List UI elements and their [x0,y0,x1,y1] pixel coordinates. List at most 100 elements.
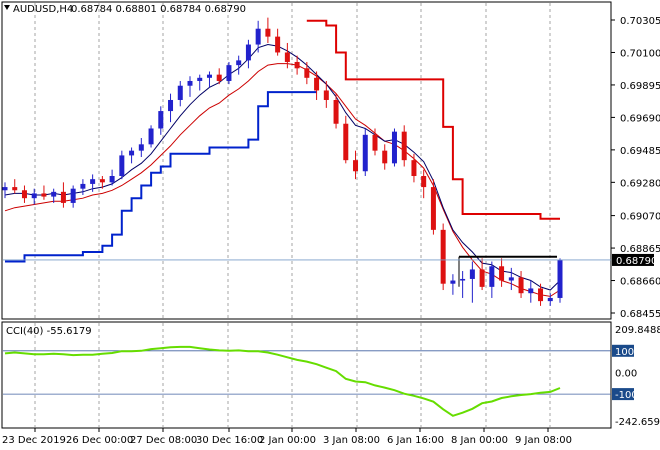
candle-bearish [41,193,47,197]
price-tick-label: 0.69485 [620,146,660,157]
price-tick-label: 0.69280 [620,178,660,189]
candlesticks[interactable] [2,17,563,306]
candle-bearish [323,90,329,100]
header: AUDUSD,H4 0.68784 0.68801 0.68784 0.6879… [4,4,246,15]
candle-bullish [226,65,232,81]
candle-bearish [284,52,290,62]
candle-bullish [138,144,144,151]
time-tick-label: 6 Jan 16:00 [387,435,444,446]
price-tick-label: 0.68865 [620,244,660,255]
price-tick-label: 0.70100 [620,48,660,59]
candle-bearish [382,150,388,164]
price-tick-label: 0.68660 [620,277,660,288]
current-price-tag [612,253,654,266]
ohlc-values: 0.68784 0.68801 0.68784 0.68790 [71,4,246,15]
candle-bullish [469,269,475,279]
candle-bullish [187,80,193,86]
cci-line [4,345,561,417]
candle-bearish [275,36,281,53]
candle-bullish [508,277,514,281]
cci-axis[interactable]: 209.8488 100 0.00 -100 -242.6591 [612,325,660,428]
candle-bullish [489,266,495,287]
price-tick-label: 0.69690 [620,113,660,124]
candle-bullish [236,60,242,66]
candle-bullish [80,183,86,189]
time-tick-label: 26 Dec 00:00 [66,435,133,446]
candle-bullish [158,111,164,129]
candle-bullish [2,187,8,191]
candle-bullish [206,74,212,78]
cci-indicator [3,345,611,417]
candle-bullish [148,128,154,145]
candle-bullish [109,176,115,183]
cci-tick-label: 0.00 [615,368,637,379]
cci-tick-label: -100 [615,390,638,401]
time-tick-label: 27 Dec 08:00 [130,435,197,446]
candle-bullish [255,28,261,45]
candle-bearish [99,179,105,183]
cci-level-tag [612,388,634,401]
price-tick-label: 0.68455 [620,309,660,320]
candle-bearish [538,288,544,302]
candle-bullish [51,191,57,197]
candle-bullish [70,188,76,203]
candle-bullish [168,99,174,112]
candle-bearish [12,187,18,191]
candle-bullish [129,150,135,156]
candle-bearish [216,74,222,81]
candle-bearish [353,160,359,172]
candle-bearish [411,160,417,177]
cci-tick-label: 209.8488 [615,325,660,336]
current-price-label: 0.68790 [616,256,657,267]
horizontal-levels[interactable]: 0.68790 [3,253,657,287]
candle-bearish [372,134,378,151]
candle-bullish [197,77,203,81]
cci-tick-label: -242.6591 [615,417,660,428]
channel-lower-line [5,91,317,263]
candle-bearish [499,266,505,281]
candle-bearish [343,123,349,161]
cci-plot-frame [1,321,612,429]
moving-average-slow [4,63,561,297]
channel-upper-line [306,19,560,220]
candle-bullish [547,297,553,302]
candle-bullish [119,155,125,177]
candle-bearish [421,176,427,188]
candle-bullish [90,179,96,184]
candle-bullish [391,131,397,164]
candle-bullish [460,278,466,281]
price-tick-label: 0.70305 [620,16,660,27]
candle-bearish [294,61,300,69]
price-tick-label: 0.69070 [620,212,660,223]
cci-level-tag [612,344,634,357]
candle-bearish [440,229,446,284]
candle-bullish [31,193,37,199]
moving-average-lines [4,43,561,297]
candle-bullish [450,280,456,284]
candle-bearish [430,187,436,230]
candle-bullish [557,259,563,298]
symbol-timeframe: AUDUSD,H4 [13,4,73,15]
time-tick-label: 30 Dec 16:00 [196,435,263,446]
candle-bearish [60,191,66,203]
candle-bearish [479,269,485,287]
channel-lines [5,19,560,263]
moving-average-fast [4,43,561,291]
time-tick-label: 9 Jan 08:00 [515,435,572,446]
time-tick-label: 2 Jan 00:00 [259,435,316,446]
candle-bearish [314,77,320,91]
collapse-triangle-icon[interactable] [4,5,10,10]
candle-bearish [265,28,271,37]
cci-tick-label: 100 [615,347,634,358]
cci-label: CCI(40) -55.6179 [6,326,92,337]
candle-bullish [362,134,368,172]
time-tick-label: 23 Dec 2019 [2,435,66,446]
candle-bearish [304,68,310,78]
time-tick-label: 3 Jan 08:00 [323,435,380,446]
time-tick-label: 8 Jan 00:00 [451,435,508,446]
main-plot-frame [1,1,612,320]
candle-bullish [245,44,251,61]
price-axis[interactable]: 0.70305 0.70100 0.69895 0.69690 0.69485 0.692… [611,16,660,320]
